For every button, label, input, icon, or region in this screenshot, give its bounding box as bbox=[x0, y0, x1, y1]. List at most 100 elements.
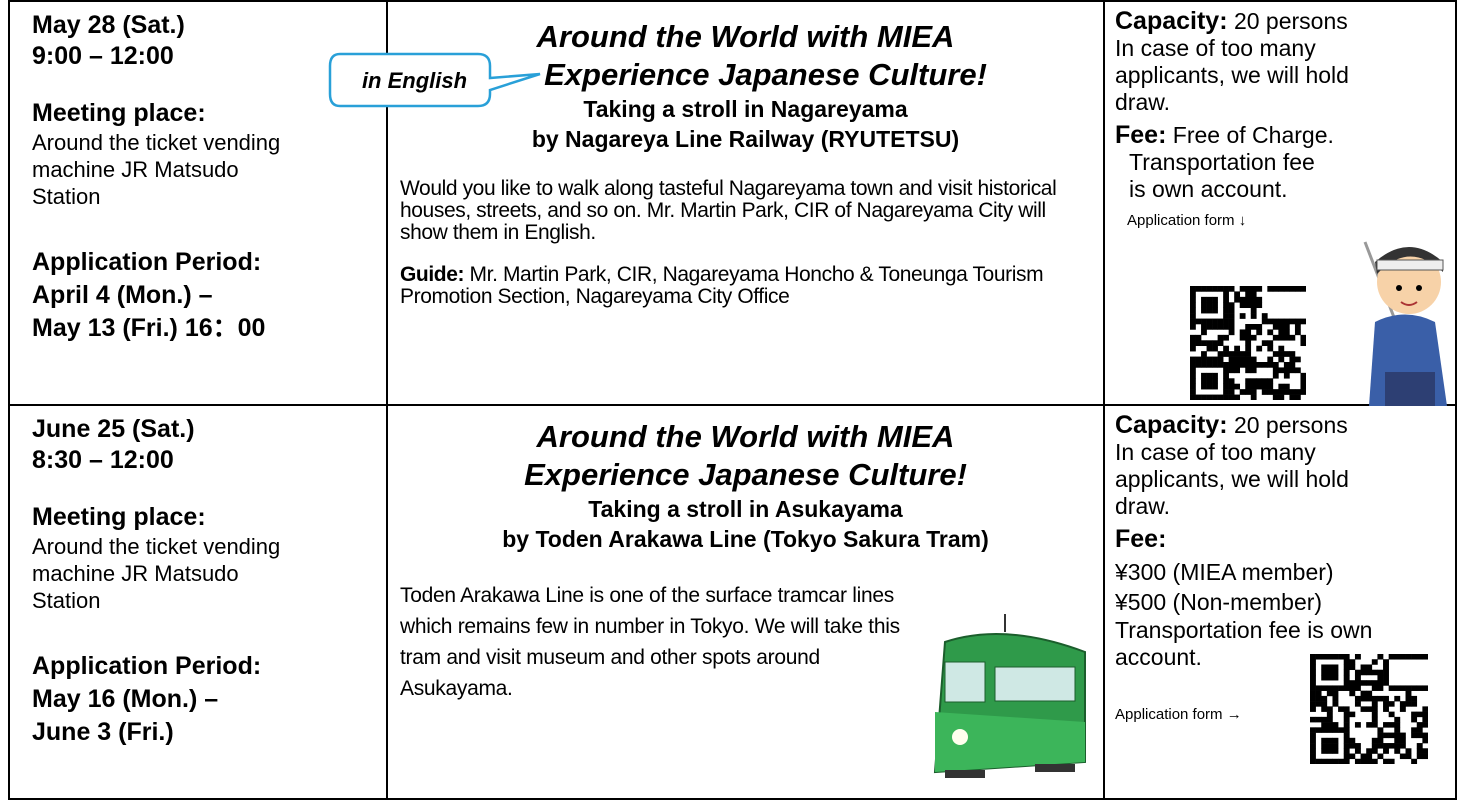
qr-module bbox=[1250, 389, 1257, 395]
qr-module bbox=[1388, 701, 1395, 707]
fee: Free of Charge. bbox=[1172, 122, 1334, 148]
qr-module bbox=[1289, 389, 1296, 395]
qr-module bbox=[1422, 732, 1428, 739]
qr-module bbox=[1416, 743, 1423, 749]
qr-module bbox=[1310, 716, 1316, 723]
guide-label: Guide: bbox=[400, 263, 465, 286]
qr-module bbox=[1201, 286, 1207, 292]
qr-module bbox=[1411, 685, 1418, 691]
qr-module bbox=[1371, 695, 1378, 702]
qr-module bbox=[1256, 378, 1263, 385]
qr-module bbox=[1411, 701, 1418, 707]
qr-module bbox=[1388, 654, 1395, 660]
qr-module bbox=[1250, 296, 1257, 303]
qr-module bbox=[1250, 367, 1257, 374]
qr-module bbox=[1261, 340, 1268, 347]
qr-module bbox=[1371, 722, 1378, 728]
qr-module bbox=[1332, 685, 1339, 691]
capacity-note: In case of too many applicants, we will … bbox=[1115, 35, 1349, 115]
qr-module bbox=[1343, 685, 1350, 691]
qr-module bbox=[1315, 758, 1322, 764]
qr-module bbox=[1283, 362, 1290, 368]
qr-module bbox=[1212, 372, 1218, 379]
qr-module bbox=[1354, 685, 1361, 691]
qr-module bbox=[1343, 753, 1350, 760]
qr-module bbox=[1399, 743, 1406, 749]
qr-module bbox=[1250, 356, 1257, 363]
qr-module bbox=[1245, 286, 1252, 292]
qr-module bbox=[1245, 367, 1252, 374]
qr-module bbox=[1416, 722, 1423, 728]
qr-module bbox=[1349, 664, 1356, 671]
qr-module bbox=[1217, 324, 1224, 330]
qr-module bbox=[1383, 669, 1389, 676]
qr-module bbox=[1354, 680, 1361, 686]
qr-module bbox=[1383, 732, 1389, 739]
qr-module bbox=[1267, 389, 1274, 395]
qr-module bbox=[1343, 674, 1350, 681]
qr-module bbox=[1195, 286, 1202, 292]
qr-module bbox=[1272, 318, 1279, 325]
qr-module bbox=[1223, 307, 1229, 314]
qr-module bbox=[1354, 701, 1361, 707]
qr-module bbox=[1223, 291, 1229, 298]
qr-module bbox=[1354, 669, 1361, 676]
qr-module bbox=[1377, 743, 1384, 749]
qr-module bbox=[1343, 716, 1350, 723]
qr-module bbox=[1377, 737, 1384, 744]
qr-module bbox=[1245, 291, 1252, 298]
title: Experience Japanese Culture! bbox=[524, 457, 967, 492]
qr-module bbox=[1228, 329, 1235, 336]
qr-module bbox=[1294, 329, 1301, 336]
qr-module bbox=[1411, 716, 1418, 723]
qr-module bbox=[1223, 372, 1229, 379]
qr-module bbox=[1267, 286, 1274, 292]
qr-module bbox=[1206, 394, 1213, 400]
qr-module bbox=[1321, 654, 1328, 660]
qr-module bbox=[1212, 318, 1218, 325]
tram-illustration bbox=[933, 614, 1086, 778]
qr-module bbox=[1289, 367, 1296, 374]
qr-module bbox=[1206, 296, 1213, 303]
qr-module bbox=[1267, 329, 1274, 336]
qr-module bbox=[1267, 378, 1274, 385]
capacity-label: Capacity: bbox=[1115, 411, 1228, 439]
qr-module bbox=[1343, 748, 1350, 754]
qr-module bbox=[1326, 690, 1333, 697]
qr-module bbox=[1377, 685, 1384, 691]
qr-module bbox=[1201, 394, 1207, 400]
qr-module bbox=[1399, 685, 1406, 691]
qr-module bbox=[1366, 722, 1373, 728]
qr-module bbox=[1283, 367, 1290, 374]
qr-module bbox=[1261, 313, 1268, 319]
qr-module bbox=[1310, 654, 1316, 660]
qr-module bbox=[1212, 356, 1218, 363]
qr-module bbox=[1228, 356, 1235, 363]
qr-module bbox=[1416, 748, 1423, 754]
qr-module bbox=[1354, 722, 1361, 728]
qr-module bbox=[1383, 743, 1389, 749]
qr-module bbox=[1416, 711, 1423, 718]
qr-module bbox=[1278, 334, 1285, 341]
qr-module bbox=[1371, 680, 1378, 686]
qr-module bbox=[1315, 716, 1322, 723]
qr-module bbox=[1278, 394, 1285, 400]
qr-module bbox=[1212, 286, 1218, 292]
fee-label: Fee: bbox=[1115, 525, 1167, 553]
qr-module bbox=[1354, 674, 1361, 681]
qr-module bbox=[1326, 748, 1333, 754]
qr-module bbox=[1422, 716, 1428, 723]
qr-module bbox=[1383, 706, 1389, 712]
period-start: May 16 (Mon.) – bbox=[32, 685, 219, 713]
qr-module bbox=[1206, 362, 1213, 368]
qr-module bbox=[1332, 737, 1339, 744]
qr-module bbox=[1422, 722, 1428, 728]
qr-module bbox=[1250, 362, 1257, 368]
qr-module bbox=[1377, 695, 1384, 702]
qr-module bbox=[1190, 362, 1196, 368]
qr-module bbox=[1349, 685, 1356, 691]
qr-module bbox=[1217, 334, 1224, 341]
qr-module bbox=[1223, 394, 1229, 400]
qr-module bbox=[1212, 307, 1218, 314]
qr-module bbox=[1212, 296, 1218, 303]
